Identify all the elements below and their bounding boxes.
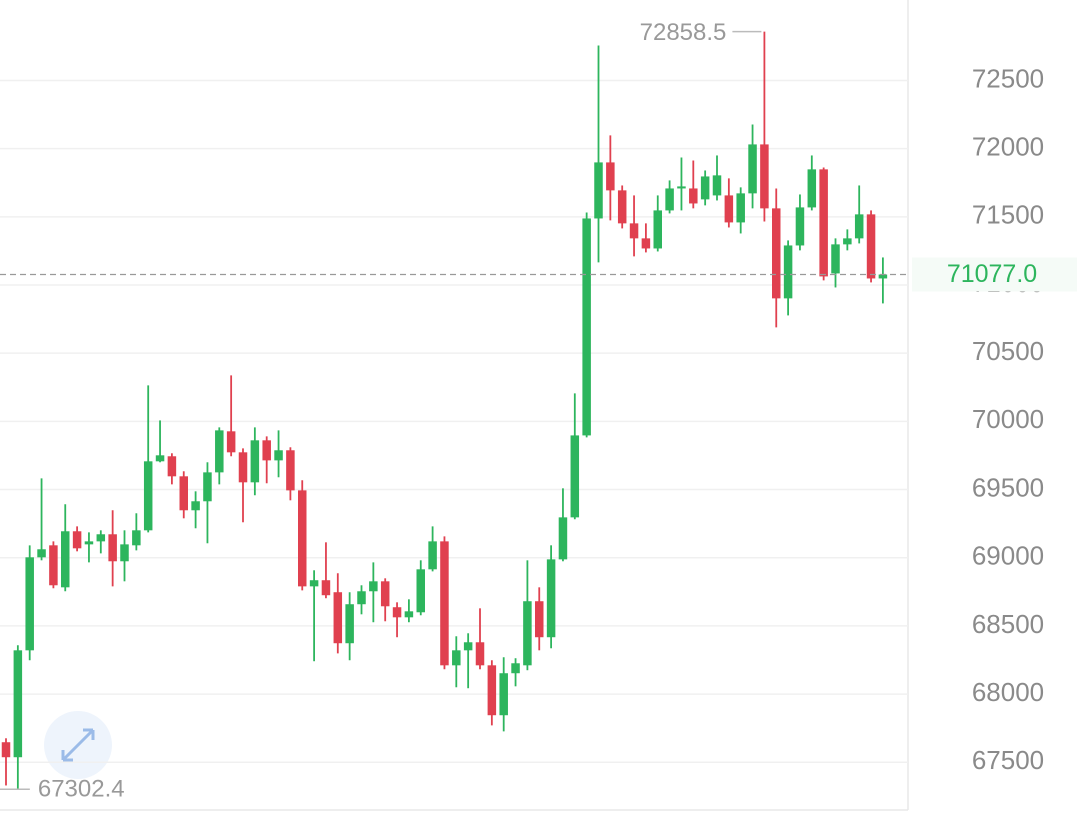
candle-body (392, 607, 402, 618)
candle-body (309, 580, 319, 587)
candle-body (345, 604, 354, 644)
candle-body (155, 455, 165, 462)
candle-body (653, 210, 662, 249)
candle-body (428, 541, 437, 570)
zoom-icon (61, 728, 95, 762)
candle-body (677, 186, 686, 189)
current-price-label: 71077.0 (947, 260, 1037, 288)
candle-body (380, 581, 390, 607)
candle-body (440, 541, 449, 666)
candle-body (546, 559, 556, 638)
candle-body (274, 450, 283, 461)
candle-body (203, 472, 212, 502)
y-tick-label: 67500 (972, 745, 1044, 775)
candle-body (250, 440, 260, 483)
candle-body (143, 461, 153, 531)
candle-body (772, 208, 781, 299)
candle-body (226, 431, 236, 453)
y-tick-label: 72000 (972, 132, 1044, 162)
candle-body (72, 531, 82, 549)
candle-body (96, 534, 106, 542)
candle-body (191, 501, 200, 511)
candle-body (84, 541, 94, 545)
y-tick-label: 68500 (972, 609, 1044, 639)
candle-body (783, 245, 793, 299)
candle-body (617, 190, 627, 224)
candle-body (665, 188, 674, 211)
y-tick-label: 69500 (972, 472, 1044, 502)
candle-body (13, 650, 23, 758)
candle-body (61, 531, 70, 588)
candle-body (37, 549, 46, 558)
candle-body (49, 545, 58, 586)
candle-body (843, 238, 852, 245)
candle-body (558, 517, 568, 560)
candle-body (606, 162, 615, 191)
candle-body (262, 440, 271, 461)
candle-body (594, 162, 603, 219)
zoom-button[interactable] (44, 711, 112, 779)
candle-body (321, 580, 331, 596)
y-tick-label: 69000 (972, 541, 1044, 571)
candle-body (120, 544, 129, 562)
candle-body (535, 601, 544, 638)
y-tick-label: 68000 (972, 677, 1044, 707)
candle-body (712, 175, 722, 196)
candle-body (298, 490, 307, 587)
candle-body (1, 742, 11, 758)
candle-body (333, 592, 343, 644)
candle-body (416, 569, 425, 613)
candle-body (132, 530, 141, 546)
candle-body (286, 450, 295, 491)
y-tick-label: 71500 (972, 200, 1044, 230)
candle-body (167, 456, 177, 477)
candle-body (641, 238, 651, 249)
candle-body (807, 169, 817, 208)
candle-body (819, 169, 828, 277)
candle-body (570, 435, 580, 518)
candle-body (487, 665, 497, 716)
current-price-tag (912, 257, 1077, 292)
candle-body (499, 673, 508, 716)
candle-body (369, 581, 378, 592)
candle-body (760, 144, 769, 209)
candle-body (866, 214, 876, 279)
candle-body (700, 176, 710, 200)
candle-body (724, 195, 734, 223)
candle-body (179, 476, 188, 511)
y-tick-label: 70500 (972, 336, 1044, 366)
candle-body (748, 144, 757, 194)
candle-body (452, 650, 461, 666)
candle-body (25, 557, 34, 651)
candle-body (795, 207, 805, 246)
min-label: 67302.4 (38, 776, 125, 803)
candle-body (404, 611, 414, 618)
candle-body (736, 193, 745, 223)
candle-body (854, 214, 864, 239)
y-tick-label: 72500 (972, 63, 1044, 93)
candle-body (511, 663, 520, 674)
candle-body (629, 223, 639, 239)
candle-body (475, 642, 485, 666)
candle-body (878, 274, 888, 279)
max-label: 72858.5 (640, 19, 727, 46)
candle-body (831, 244, 840, 274)
candle-body (238, 452, 248, 483)
candle-body (689, 188, 698, 204)
candle-body (108, 534, 117, 562)
y-tick-label: 70000 (972, 404, 1044, 434)
candle-body (215, 430, 224, 473)
candle-body (357, 591, 366, 605)
candle-body (463, 642, 473, 651)
candle-body (523, 601, 532, 666)
candle-body (582, 218, 591, 436)
